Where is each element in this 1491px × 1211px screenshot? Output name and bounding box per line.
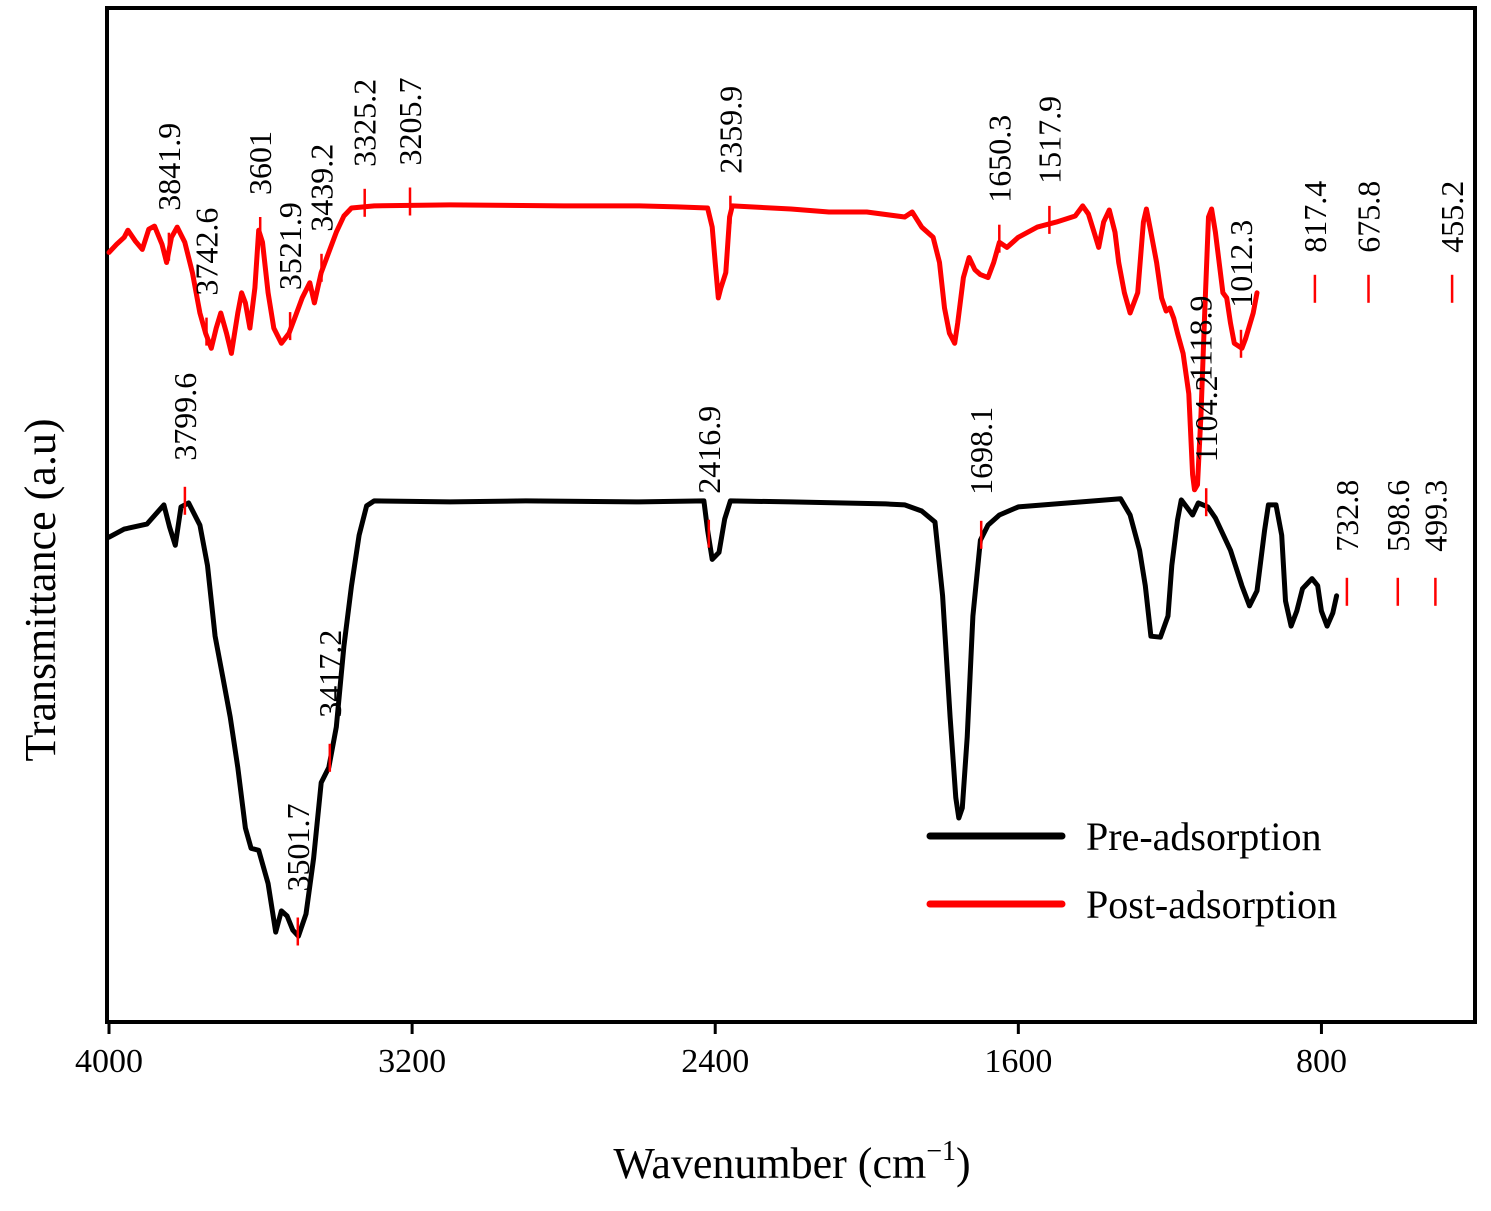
legend-label-post-adsorption: Post-adsorption [1086,882,1337,927]
peak-label-3742-6: 3742.6 [189,208,225,296]
peak-label-1698-1: 1698.1 [963,407,999,495]
legend-label-pre-adsorption: Pre-adsorption [1086,814,1322,859]
series-line-post-adsorption [106,202,1260,493]
peak-label-1517-9: 1517.9 [1031,96,1067,184]
peak-label-3439-2: 3439.2 [304,144,340,232]
peak-label-2359-9: 2359.9 [712,86,748,174]
x-tick-label-2400: 2400 [681,1043,749,1080]
peak-label-2416-9: 2416.9 [691,406,727,494]
x-tick-label-1600: 1600 [984,1043,1052,1080]
x-tick-label-3200: 3200 [378,1043,446,1080]
peak-label-455-2: 455.2 [1434,181,1470,253]
y-axis-title: Transmittance (a.u) [16,419,65,762]
peak-label-1012-3: 1012.3 [1223,220,1259,308]
peak-label-598-6: 598.6 [1380,480,1416,552]
peak-label-675-8: 675.8 [1351,181,1387,253]
peak-label-1118-9: 1118.9 [1183,295,1219,381]
x-tick-label-800: 800 [1296,1043,1347,1080]
peak-label-3205-7: 3205.7 [392,78,428,166]
peak-label-499-3: 499.3 [1417,480,1453,552]
peak-label-3501-7: 3501.7 [280,804,316,892]
plot-frame [105,6,1477,1024]
series-layer [106,202,1340,939]
peak-label-1650-3: 1650.3 [981,115,1017,203]
peak-label-3325-2: 3325.2 [347,79,383,167]
peak-label-3417-2: 3417.2 [312,630,348,718]
x-axis-title: Wavenumber (cm−1) [613,1136,970,1188]
x-axis-title-close: ) [956,1139,971,1188]
peak-label-732-8: 732.8 [1329,480,1365,552]
peak-label-3601: 3601 [242,131,278,195]
x-tick-label-4000: 4000 [75,1043,143,1080]
x-axis-title-superscript: −1 [926,1136,956,1167]
peak-label-817-4: 817.4 [1297,181,1333,253]
x-axis-title-main: Wavenumber (cm [613,1139,926,1188]
peak-label-3521-9: 3521.9 [272,202,308,290]
peak-label-3799-6: 3799.6 [167,373,203,461]
legend: Pre-adsorption Post-adsorption [926,814,1337,927]
x-axis: 4000 3200 2400 1600 800 [75,1020,1347,1080]
peak-label-1104-2: 1104.2 [1188,375,1224,462]
series-line-pre-adsorption [106,496,1340,939]
peak-marker-layer [167,187,1454,946]
peak-label-3841-9: 3841.9 [151,123,187,211]
